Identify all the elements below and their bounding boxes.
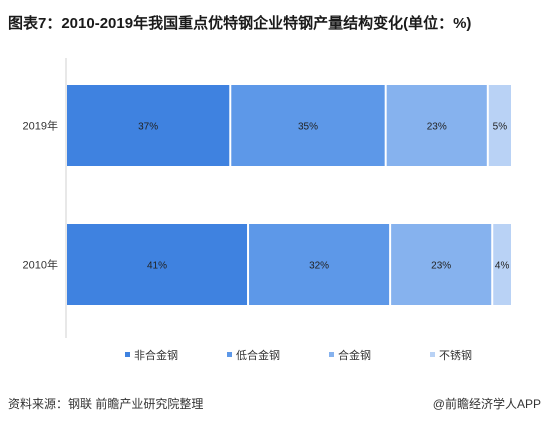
bar-segment — [386, 85, 487, 166]
data-labels-layer: 37% 35% 23% 5% 41% 32% 23% 4% — [138, 122, 509, 272]
bar-segment — [67, 85, 230, 166]
stacked-bar-chart: 37% 35% 23% 5% 41% 32% 23% 4% 2019年 2010年 非合金钢 低合… — [23, 58, 511, 362]
legend-label: 低合金钢 — [236, 348, 280, 362]
source-note: 资料来源：钢联 前瞻产业研究院整理 — [8, 397, 204, 411]
bar-segment — [231, 85, 385, 166]
legend-item: 非合金钢 — [125, 348, 178, 362]
bar-segment — [67, 224, 248, 305]
legend-swatch — [430, 352, 435, 357]
data-label: 5% — [493, 122, 508, 133]
bars-layer — [67, 85, 511, 305]
legend-swatch — [125, 352, 130, 357]
data-label: 41% — [147, 261, 167, 272]
category-label: 2010年 — [23, 258, 58, 272]
category-labels-layer: 2019年 2010年 — [23, 119, 58, 272]
legend-label: 非合金钢 — [134, 348, 178, 362]
legend-swatch — [329, 352, 334, 357]
data-label: 35% — [298, 122, 318, 133]
legend-item: 低合金钢 — [227, 348, 280, 362]
legend-swatch — [227, 352, 232, 357]
data-label: 4% — [495, 261, 510, 272]
legend-item: 合金钢 — [329, 348, 371, 362]
bar-segment — [249, 224, 390, 305]
legend-item: 不锈钢 — [430, 349, 472, 362]
brand-label: @前瞻经济学人APP — [432, 397, 541, 411]
chart-title: 图表7：2010-2019年我国重点优特钢企业特钢产量结构变化(单位：%) — [8, 15, 472, 32]
data-label: 23% — [431, 261, 451, 272]
legend-label: 合金钢 — [338, 348, 371, 362]
bar-segment — [391, 224, 492, 305]
data-label: 23% — [427, 122, 447, 133]
bar-segment — [493, 224, 511, 305]
bar-segment — [488, 85, 511, 166]
legend: 非合金钢 低合金钢 合金钢 不锈钢 — [125, 348, 472, 362]
data-label: 37% — [138, 122, 158, 133]
footer: 资料来源：钢联 前瞻产业研究院整理 @前瞻经济学人APP — [0, 386, 549, 422]
category-label: 2019年 — [23, 119, 58, 133]
data-label: 32% — [309, 261, 329, 272]
legend-label: 不锈钢 — [439, 349, 472, 362]
